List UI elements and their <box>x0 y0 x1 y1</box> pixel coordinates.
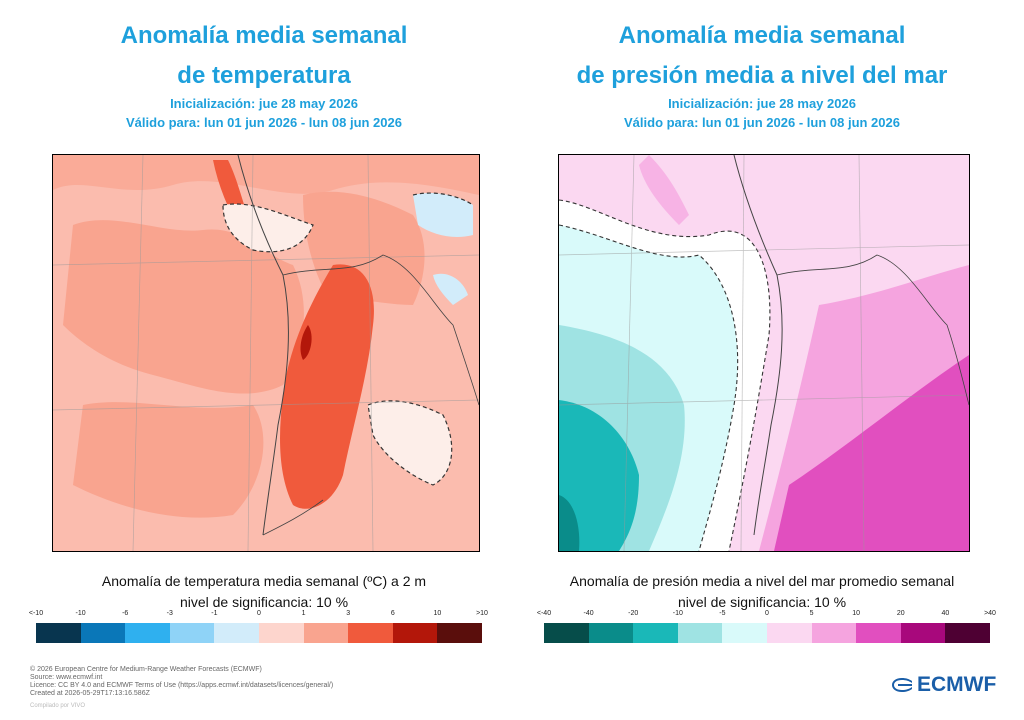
legend-tick-label: -20 <box>628 610 639 617</box>
ecmwf-logo-icon <box>892 678 912 692</box>
legend-swatch <box>348 623 393 643</box>
ecmwf-logo: ECMWF <box>890 672 996 698</box>
legend-swatch <box>856 623 901 643</box>
legend-swatch <box>80 623 126 643</box>
legend-tick-label: 20 <box>896 610 905 617</box>
pressure-anomaly-map <box>558 154 970 552</box>
legend-tick-label: -3 <box>166 610 173 617</box>
legend-ticks: <-40 -40 -20 -10 -5 0 5 10 20 40 >40 <box>537 610 996 622</box>
legend-tick-label: -6 <box>122 610 129 617</box>
legend-swatch <box>945 623 990 643</box>
temperature-color-legend: <-10 -10 -6 -3 -1 0 1 3 6 10 >10 <box>29 610 488 643</box>
legend-swatch <box>900 623 946 643</box>
map-caption: Anomalía de temperatura media semanal (º… <box>101 573 427 610</box>
legend-ticks: <-10 -10 -6 -3 -1 0 1 3 6 10 >10 <box>29 610 488 622</box>
map-caption: Anomalía de presión media a nivel del ma… <box>569 573 955 610</box>
legend-tick-label: -40 <box>583 610 594 617</box>
init-date: Inicialización: jue 28 may 2026 <box>668 96 856 111</box>
pressure-map-graphic <box>559 155 969 551</box>
legend-swatch <box>169 623 215 643</box>
legend-tick-label: 3 <box>346 610 351 617</box>
panel-subtitle: Inicialización: jue 28 may 2026 Válido p… <box>14 94 514 132</box>
legend-swatch <box>766 623 812 643</box>
legend-swatch <box>214 623 259 643</box>
legend-tick-label: <-40 <box>536 610 552 617</box>
copyright-footer: © 2026 European Centre for Medium-Range … <box>30 666 334 697</box>
legend-tick-label: 0 <box>257 610 261 617</box>
legend-tick-label: <-10 <box>28 610 44 617</box>
legend-swatch <box>258 623 304 643</box>
legend-swatch <box>677 623 723 643</box>
valid-range: Válido para: lun 01 jun 2026 - lun 08 ju… <box>624 115 900 130</box>
legend-swatch <box>544 623 589 643</box>
legend-tick-label: -5 <box>719 610 726 617</box>
legend-tick-label: 1 <box>301 610 306 617</box>
panel-title: Anomalía media semanal de temperatura <box>120 22 408 89</box>
valid-range: Válido para: lun 01 jun 2026 - lun 08 ju… <box>126 115 402 130</box>
legend-swatch <box>722 623 767 643</box>
compiled-by-note: Compilado por VIVO <box>30 703 86 709</box>
legend-swatch <box>437 623 482 643</box>
legend-tick-label: 6 <box>390 610 395 617</box>
temperature-map-graphic <box>53 155 479 551</box>
legend-tick-label: >10 <box>476 610 488 617</box>
pressure-anomaly-panel: Anomalía media semanal de presión media … <box>512 0 1012 650</box>
logo-text: ECMWF <box>917 673 997 696</box>
legend-tick-label: 10 <box>852 610 861 617</box>
legend-swatch <box>633 623 678 643</box>
legend-swatch <box>125 623 170 643</box>
legend-tick-label: -10 <box>75 610 86 617</box>
temperature-anomaly-panel: Anomalía media semanal de temperatura In… <box>14 0 514 650</box>
panel-subtitle: Inicialización: jue 28 may 2026 Válido p… <box>512 94 1012 132</box>
legend-colorbar <box>36 623 482 643</box>
legend-tick-label: 5 <box>809 610 814 617</box>
pressure-color-legend: <-40 -40 -20 -10 -5 0 5 10 20 40 >40 <box>537 610 996 643</box>
legend-tick-label: >40 <box>984 610 996 617</box>
legend-colorbar <box>544 623 990 643</box>
legend-swatch <box>303 623 349 643</box>
legend-tick-label: 40 <box>941 610 950 617</box>
panel-title: Anomalía media semanal de presión media … <box>576 22 948 89</box>
init-date: Inicialización: jue 28 may 2026 <box>170 96 358 111</box>
legend-swatch <box>811 623 857 643</box>
temperature-anomaly-map <box>52 154 480 552</box>
legend-tick-label: -1 <box>211 610 218 617</box>
legend-tick-label: 10 <box>433 610 442 617</box>
legend-tick-label: 0 <box>765 610 769 617</box>
legend-tick-label: -10 <box>672 610 683 617</box>
legend-swatch <box>588 623 634 643</box>
legend-swatch <box>392 623 438 643</box>
legend-swatch <box>36 623 81 643</box>
